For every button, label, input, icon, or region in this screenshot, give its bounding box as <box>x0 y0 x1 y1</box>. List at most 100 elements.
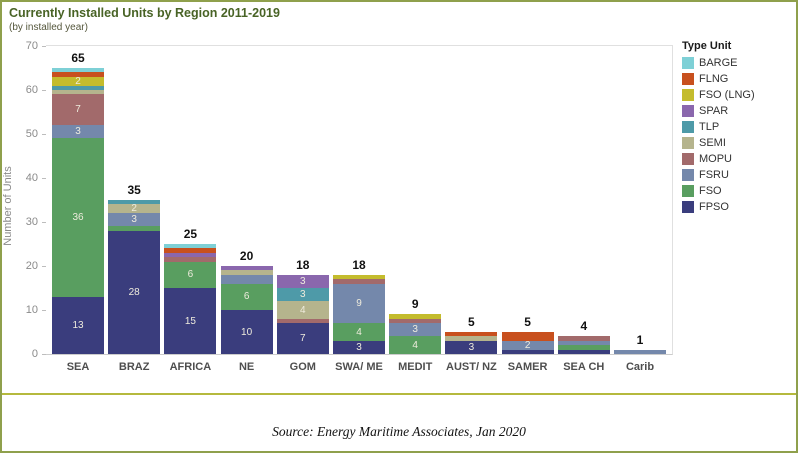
bar-sea-ch[interactable]: 4 <box>557 319 610 354</box>
bar-segment-fpso[interactable]: 3 <box>333 340 385 354</box>
y-tick-mark <box>42 90 46 91</box>
bar-segment-semi[interactable] <box>445 336 498 341</box>
bar-sea[interactable]: 13 36 3 7 2 65 <box>52 51 104 354</box>
bar-segment-fpso[interactable]: 15 <box>164 288 217 354</box>
bar-ne[interactable]: 10 6 20 <box>220 249 273 354</box>
bar-gom[interactable]: 7 4 3 3 18 <box>276 258 329 354</box>
bar-segment-flng[interactable] <box>445 332 498 337</box>
y-tick-label: 60 <box>25 83 38 96</box>
bar-segment-fsru[interactable]: 3 <box>52 125 104 139</box>
bar-segment-fso-lng-[interactable]: 2 <box>52 76 104 86</box>
x-tick-label-samer: SAMER <box>507 361 548 373</box>
bar-total-label: 65 <box>71 51 85 65</box>
bar-swa-me[interactable]: 3 4 9 18 <box>333 258 385 354</box>
legend-item-mopu[interactable]: MOPU <box>682 151 792 167</box>
legend-swatch-icon <box>682 57 694 69</box>
bar-segment-fsru[interactable] <box>220 274 273 284</box>
bar-segment-fso[interactable] <box>557 345 610 350</box>
y-tick-label: 0 <box>31 347 38 360</box>
bar-total-label: 4 <box>580 319 588 334</box>
bar-segment-fsru[interactable]: 3 <box>108 213 161 227</box>
bar-segment-barge[interactable] <box>164 244 217 249</box>
bar-segment-fso-lng-[interactable] <box>333 274 385 280</box>
bar-africa[interactable]: 15 6 25 <box>164 227 217 354</box>
legend-item-fso[interactable]: FSO <box>682 183 792 199</box>
bar-segment-spar[interactable]: 3 <box>276 274 329 289</box>
bar-segment-semi[interactable] <box>220 270 273 275</box>
y-tick-mark <box>42 134 46 135</box>
bar-segment-spar[interactable] <box>164 252 217 258</box>
y-tick-label: 30 <box>25 215 38 228</box>
bar-segment-semi[interactable] <box>52 90 104 95</box>
bar-segment-fso[interactable]: 6 <box>220 283 273 310</box>
bar-segment-mopu[interactable] <box>557 336 610 341</box>
bar-segment-flng[interactable] <box>501 332 554 341</box>
bar-segment-fsru[interactable]: 9 <box>333 283 385 324</box>
legend-item-flng[interactable]: FLNG <box>682 71 792 87</box>
bar-segment-mopu[interactable] <box>389 318 442 324</box>
legend-swatch-icon <box>682 201 694 213</box>
bar-segment-fso[interactable]: 4 <box>333 323 385 341</box>
bar-segment-fso[interactable]: 6 <box>164 261 217 288</box>
bar-segment-mopu[interactable] <box>333 279 385 284</box>
y-tick-mark <box>42 178 46 179</box>
y-tick-mark <box>42 222 46 223</box>
bar-segment-fso[interactable] <box>108 226 161 231</box>
legend-item-fso-lng-[interactable]: FSO (LNG) <box>682 87 792 103</box>
y-axis-label: Number of Units <box>2 166 14 246</box>
bar-carib[interactable]: 1 <box>614 333 666 354</box>
bar-segment-fso[interactable]: 4 <box>389 336 442 354</box>
legend-item-fsru[interactable]: FSRU <box>682 167 792 183</box>
bar-segment-tlp[interactable] <box>108 200 161 205</box>
legend-item-label: SEMI <box>699 137 726 149</box>
bar-segment-fsru[interactable] <box>557 340 610 346</box>
legend-item-fpso[interactable]: FPSO <box>682 199 792 215</box>
bar-segment-mopu[interactable] <box>276 318 329 324</box>
bar-segment-tlp[interactable]: 3 <box>276 288 329 302</box>
legend-item-label: FPSO <box>699 201 729 213</box>
y-tick-label: 40 <box>25 171 38 184</box>
bar-segment-fpso[interactable]: 10 <box>220 310 273 354</box>
legend-swatch-icon <box>682 169 694 181</box>
bar-segment-fso-lng-[interactable] <box>389 314 442 319</box>
bar-segment-fsru[interactable]: 3 <box>389 323 442 337</box>
legend-item-label: BARGE <box>699 57 738 69</box>
source-note: Source: Energy Maritime Associates, Jan … <box>272 424 526 439</box>
bar-total-label: 9 <box>411 297 419 312</box>
bar-segment-mopu[interactable]: 7 <box>52 94 104 126</box>
bar-total-label: 5 <box>524 315 531 329</box>
bar-segment-fpso[interactable] <box>501 349 554 354</box>
bar-segment-fpso[interactable]: 28 <box>108 230 161 354</box>
bar-segment-semi[interactable]: 2 <box>108 204 161 214</box>
bar-segment-fpso[interactable] <box>557 349 610 354</box>
bar-segment-fpso[interactable]: 13 <box>52 296 104 354</box>
legend-item-barge[interactable]: BARGE <box>682 55 792 71</box>
bar-segment-fso[interactable]: 36 <box>52 138 104 297</box>
bar-total-label: 35 <box>127 183 141 197</box>
legend-item-spar[interactable]: SPAR <box>682 103 792 119</box>
bar-segment-spar[interactable] <box>220 266 273 271</box>
x-tick-label-swa-me: SWA/ ME <box>335 361 383 373</box>
bar-segment-mopu[interactable] <box>164 257 217 262</box>
bar-segment-fsru[interactable]: 2 <box>501 340 554 350</box>
bar-segment-flng[interactable] <box>164 248 217 253</box>
legend-swatch-icon <box>682 185 694 197</box>
bar-segment-tlp[interactable] <box>52 85 104 91</box>
legend-item-tlp[interactable]: TLP <box>682 119 792 135</box>
x-tick-label-gom: GOM <box>289 361 316 373</box>
bar-braz[interactable]: 28 3 2 35 <box>108 183 161 354</box>
legend-item-label: TLP <box>699 121 720 133</box>
x-tick-label-sea-ch: SEA CH <box>563 361 605 373</box>
bar-segment-semi[interactable]: 4 <box>276 301 329 319</box>
legend-item-semi[interactable]: SEMI <box>682 135 792 151</box>
y-tick-mark <box>42 354 46 355</box>
x-tick-label-ne: NE <box>238 361 255 373</box>
bar-segment-fpso[interactable]: 7 <box>276 323 329 354</box>
bar-segment-fpso[interactable]: 3 <box>445 340 498 354</box>
bar-segment-barge[interactable] <box>52 68 104 73</box>
bar-segment-fsru[interactable] <box>614 349 666 354</box>
bar-segment-flng[interactable] <box>52 72 104 77</box>
